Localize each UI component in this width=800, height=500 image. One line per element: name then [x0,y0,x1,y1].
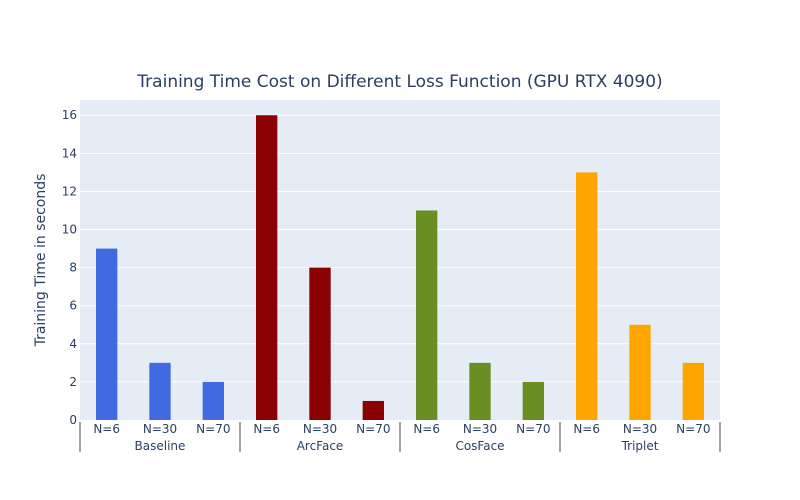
bar [522,381,544,420]
bar [96,248,118,420]
plot-area [80,100,720,420]
x-tick-label: N=70 [196,422,230,436]
y-axis-label: Training Time in seconds [33,174,49,348]
x-tick-label: N=70 [356,422,390,436]
bar [629,324,651,420]
y-tick-label: 6 [69,299,77,313]
bar [469,362,491,420]
x-tick-label: N=6 [93,422,120,436]
bar [682,362,704,420]
x-tick-label: N=70 [676,422,710,436]
x-tick-label: N=30 [463,422,497,436]
bar [576,172,598,420]
x-tick-label: N=6 [253,422,280,436]
group-label: Triplet [621,439,659,453]
y-tick-label: 12 [62,184,77,198]
bar [362,400,384,420]
x-tick-label: N=30 [623,422,657,436]
x-tick-label: N=70 [516,422,550,436]
y-tick-label: 2 [69,375,77,389]
grid-lines [80,114,720,383]
y-tick-label: 0 [69,413,77,427]
y-tick-label: 4 [69,337,77,351]
bar [202,381,224,420]
bar [149,362,171,420]
y-tick-label: 10 [62,223,77,237]
x-tick-label: N=30 [303,422,337,436]
bar [309,267,331,420]
group-label: ArcFace [297,439,344,453]
y-tick-label: 16 [62,108,77,122]
x-axis-ticks: N=6 N=30 N=70 N=6 N=30 N=70 N=6 N=30 N=70 N=6 N=30… [93,422,710,436]
bars [96,115,704,420]
x-tick-label: N=30 [143,422,177,436]
x-tick-label: N=6 [413,422,440,436]
chart-title: Training Time Cost on Different Loss Fun… [136,72,662,92]
y-axis-ticks: 0 2 4 6 8 10 12 14 16 [62,108,77,427]
bar [416,210,438,420]
y-tick-label: 8 [69,261,77,275]
bar [256,115,278,420]
x-tick-label: N=6 [573,422,600,436]
x-axis-groups: Baseline ArcFace CosFace Triplet [79,422,721,453]
group-label: Baseline [135,439,186,453]
y-tick-label: 14 [62,146,77,160]
group-label: CosFace [455,439,504,453]
